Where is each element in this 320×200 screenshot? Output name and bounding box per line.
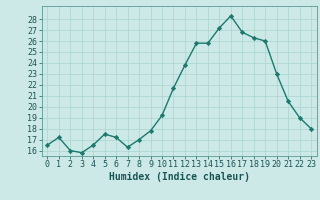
X-axis label: Humidex (Indice chaleur): Humidex (Indice chaleur)	[109, 172, 250, 182]
